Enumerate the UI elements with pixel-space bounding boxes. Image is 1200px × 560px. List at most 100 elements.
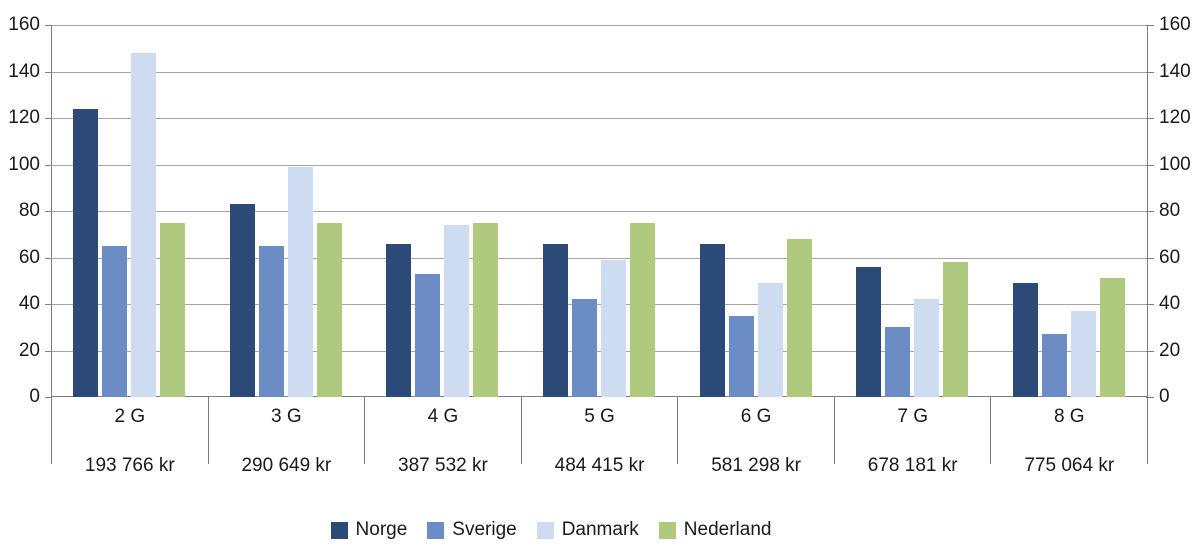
bar-sverige-6-g	[728, 315, 754, 397]
bar-group-7-g	[834, 25, 991, 397]
category-cell-2-g: 2 G 193 766 kr	[51, 397, 208, 476]
category-label-2-g: 2 G	[114, 406, 146, 427]
legend-item-danmark: Danmark	[536, 519, 639, 541]
bar-danmark-7-g	[914, 299, 940, 397]
y-tick-right-40	[1146, 304, 1154, 305]
gridline-80	[51, 211, 1147, 212]
bar-nederland-5-g	[629, 222, 655, 397]
legend-item-norge: Norge	[330, 519, 408, 541]
category-cell-5-g: 5 G 484 415 kr	[520, 397, 678, 476]
gridline-100	[51, 164, 1147, 166]
y-tick-label-left-140: 140	[8, 60, 40, 82]
gridline-140	[51, 71, 1147, 73]
legend-item-nederland: Nederland	[658, 519, 772, 541]
category-label-5-g: 5 G	[584, 406, 615, 427]
y-tick-label-right-120: 120	[1159, 107, 1191, 128]
category-label-4-g: 4 G	[427, 406, 459, 427]
y-tick-left-120	[45, 118, 51, 119]
legend: Norge Sverige Danmark Nederland	[0, 514, 1102, 546]
y-tick-label-left-20: 20	[18, 339, 40, 361]
legend-label-nederland: Nederland	[683, 519, 772, 540]
gridline-160	[51, 25, 1147, 26]
legend-item-sverige: Sverige	[427, 519, 517, 541]
bar-danmark-5-g	[600, 259, 626, 397]
bar-group-3-g	[208, 25, 365, 397]
bar-group-5-g	[521, 25, 678, 397]
bar-sverige-4-g	[415, 273, 441, 397]
legend-label-sverige: Sverige	[452, 519, 517, 540]
y-tick-left-100	[45, 164, 51, 166]
legend-swatch-sverige	[427, 521, 445, 539]
category-label-3-g: 3 G	[271, 406, 302, 427]
legend-swatch-danmark	[536, 521, 554, 539]
y-tick-right-60	[1146, 257, 1154, 259]
bar-norge-4-g	[386, 243, 412, 397]
category-label-8-g: 8 G	[1053, 406, 1085, 427]
y-axis-line-left	[51, 25, 52, 397]
y-tick-label-left-100: 100	[8, 153, 40, 175]
legend-swatch-norge	[330, 521, 348, 539]
bar-nederland-8-g	[1099, 278, 1125, 397]
category-cell-7-g: 7 G 678 181 kr	[833, 397, 991, 476]
y-tick-right-140	[1146, 71, 1154, 73]
y-tick-label-right-60: 60	[1159, 246, 1181, 268]
y-tick-label-right-160: 160	[1159, 14, 1191, 35]
bar-danmark-3-g	[287, 166, 313, 397]
bar-sverige-5-g	[571, 299, 597, 397]
bar-nederland-2-g	[160, 222, 186, 397]
gridline-120	[51, 118, 1147, 119]
x-axis-line	[51, 396, 1147, 397]
bar-nederland-4-g	[473, 222, 499, 397]
y-tick-label-right-20: 20	[1159, 339, 1181, 361]
plot-area	[51, 25, 1147, 397]
legend-swatch-nederland	[658, 521, 676, 539]
bar-group-6-g	[677, 25, 834, 397]
category-cell-4-g: 4 G 387 532 kr	[364, 397, 521, 476]
y-tick-right-160	[1146, 25, 1154, 26]
y-tick-label-left-120: 120	[8, 107, 40, 128]
bar-danmark-2-g	[131, 52, 157, 397]
y-tick-left-160	[45, 25, 51, 26]
bar-sverige-3-g	[258, 245, 284, 397]
y-tick-label-right-40: 40	[1159, 293, 1181, 314]
y-tick-left-80	[45, 211, 51, 212]
y-tick-label-right-0: 0	[1159, 386, 1170, 407]
category-sublabel-8-g: 775 064 kr	[1024, 455, 1115, 476]
y-tick-left-60	[45, 257, 51, 259]
gridline-40	[51, 304, 1147, 305]
category-sublabel-2-g: 193 766 kr	[84, 455, 175, 476]
gridline-60	[51, 257, 1147, 259]
bar-norge-6-g	[699, 243, 725, 397]
y-tick-label-right-100: 100	[1159, 153, 1191, 175]
y-tick-right-80	[1146, 211, 1154, 212]
bar-norge-7-g	[856, 266, 882, 397]
category-cell-6-g: 6 G 581 298 kr	[677, 397, 834, 476]
category-cell-3-g: 3 G 290 649 kr	[207, 397, 365, 476]
bar-sverige-7-g	[885, 327, 911, 397]
bar-sverige-2-g	[102, 245, 128, 397]
y-tick-label-left-60: 60	[18, 246, 40, 268]
bar-group-8-g	[990, 25, 1147, 397]
bar-danmark-6-g	[757, 283, 783, 397]
category-sublabel-6-g: 581 298 kr	[711, 455, 801, 476]
y-tick-label-right-140: 140	[1159, 60, 1191, 82]
legend-label-norge: Norge	[355, 519, 408, 540]
bar-norge-5-g	[542, 243, 568, 397]
y-tick-right-120	[1146, 118, 1154, 119]
y-tick-right-20	[1146, 350, 1154, 352]
category-label-7-g: 7 G	[897, 406, 928, 427]
y-tick-left-20	[45, 350, 51, 352]
y-tick-label-left-80: 80	[18, 200, 40, 221]
legend-label-danmark: Danmark	[561, 519, 639, 540]
y-tick-right-100	[1146, 164, 1154, 166]
y-tick-label-left-40: 40	[18, 293, 40, 314]
category-cell-8-g: 8 G 775 064 kr	[990, 397, 1147, 476]
bar-norge-3-g	[229, 204, 255, 397]
gridline-20	[51, 350, 1147, 352]
y-tick-label-right-80: 80	[1159, 200, 1181, 221]
bar-group-4-g	[364, 25, 521, 397]
bar-nederland-3-g	[316, 222, 342, 397]
bar-group-2-g	[51, 25, 208, 397]
y-tick-label-left-0: 0	[29, 386, 40, 407]
